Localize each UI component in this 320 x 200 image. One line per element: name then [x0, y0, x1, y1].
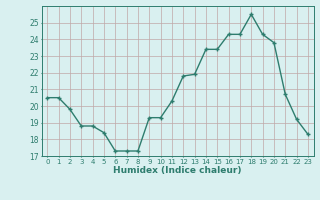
X-axis label: Humidex (Indice chaleur): Humidex (Indice chaleur): [113, 166, 242, 175]
